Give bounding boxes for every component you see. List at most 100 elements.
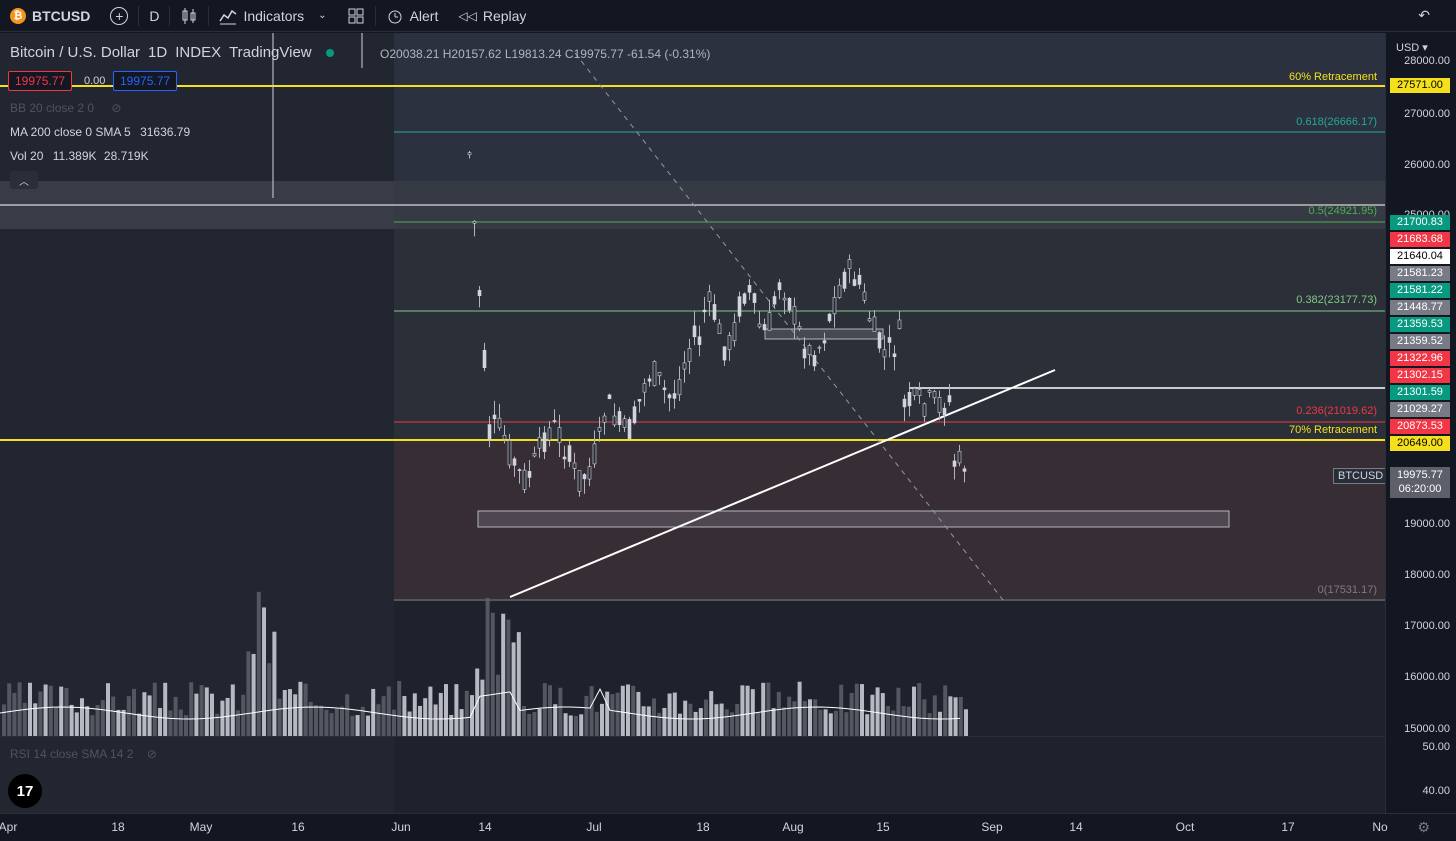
settings-gear-icon[interactable]: ⚙ (1417, 819, 1430, 835)
volume-bar (449, 714, 454, 736)
fib-level-label: 0.236(21019.62) (1296, 405, 1377, 417)
rsi-indicator-label[interactable]: RSI 14 close SMA 14 2 ⊘ (10, 747, 157, 761)
volume-bar (329, 713, 334, 736)
undo-button[interactable]: ↶ (1408, 0, 1440, 32)
alert-button[interactable]: Alert (376, 0, 449, 32)
replay-button[interactable]: ◁◁ Replay (448, 0, 536, 32)
price-level-tag: 20873.53 (1390, 419, 1450, 434)
candle-body (857, 274, 862, 285)
volume-bar (459, 709, 464, 736)
eye-off-icon[interactable]: ⊘ (146, 747, 157, 761)
candle-body (577, 470, 582, 492)
interval-button[interactable]: D (139, 0, 169, 32)
layouts-button[interactable] (337, 0, 375, 32)
candle-body (617, 411, 622, 426)
plus-circle-icon: + (110, 6, 129, 25)
volume-bar (776, 691, 781, 736)
bb-indicator-label[interactable]: BB 20 close 2 0 ⊘ (10, 101, 121, 115)
volume-bar (314, 705, 318, 736)
candle-body (697, 336, 702, 345)
ma-label: MA 200 close 0 SMA 5 (10, 125, 131, 139)
currency-selector[interactable]: USD ▾ (1396, 41, 1428, 54)
volume-bar (256, 591, 261, 736)
time-tick-label: Apr (0, 820, 18, 834)
candle-body (912, 388, 917, 396)
candle-body (787, 297, 792, 311)
volume-bar (964, 709, 968, 736)
time-axis[interactable]: Apr 18 May 16 Jun 14 Jul 18 Aug 15 Sep 14 Oct 17 No ⚙ (0, 813, 1456, 841)
candle-body (757, 323, 762, 328)
volume-bar (319, 705, 324, 736)
volume-bar (698, 708, 703, 736)
sell-price-box[interactable]: 19975.77 (8, 71, 73, 91)
bb-label: BB 20 close 2 0 (10, 101, 95, 115)
candle-body (812, 355, 817, 367)
vol-indicator-label[interactable]: Vol 20 11.389K 28.719K (10, 149, 149, 163)
legend-title: Bitcoin / U.S. Dollar (10, 44, 141, 61)
indicators-icon (219, 9, 237, 24)
open-label: O (380, 47, 390, 61)
volume-bar (766, 682, 771, 736)
volume-bar (917, 683, 922, 736)
candle-body (657, 371, 662, 377)
volume-bar (121, 709, 126, 736)
alert-label: Alert (409, 7, 439, 24)
volume-bar (719, 703, 724, 736)
volume-bar (340, 706, 344, 736)
time-tick-label: 18 (111, 820, 125, 834)
chart-type-button[interactable] (170, 0, 208, 32)
volume-bar (173, 696, 178, 736)
price-level-tag: 21029.27 (1390, 402, 1450, 417)
symbol-search-button[interactable]: ₿ BTCUSD (0, 0, 100, 32)
candle-body (632, 406, 637, 424)
price-level-tag: 21301.59 (1390, 385, 1450, 400)
volume-bar (33, 703, 38, 736)
candle-body (942, 407, 947, 416)
candle-body (937, 397, 942, 413)
price-axis[interactable]: USD ▾ 28000.0027000.0026000.0025000.0019… (1385, 33, 1456, 813)
collapse-legend-button[interactable]: ︿ (10, 171, 38, 189)
candle-body (947, 395, 952, 403)
candle-body (747, 285, 752, 293)
buy-price-box[interactable]: 19975.77 (113, 71, 178, 91)
volume-bar (828, 713, 833, 736)
legend-source: TradingView (229, 44, 312, 61)
candle-body (587, 466, 592, 480)
candle-body (552, 420, 557, 422)
candle-body (497, 417, 502, 429)
candle-body (827, 313, 832, 322)
chart-canvas[interactable] (0, 33, 1385, 813)
volume-bar (756, 712, 760, 736)
volume-bar (433, 704, 438, 736)
candle-body (807, 345, 812, 355)
ma-indicator-label[interactable]: MA 200 close 0 SMA 5 31636.79 (10, 125, 190, 139)
volume-bar (2, 704, 6, 736)
price-level-tag: 21359.53 (1390, 317, 1450, 332)
volume-bar (438, 692, 443, 736)
symbol-label: BTCUSD (32, 7, 91, 24)
time-tick-label: Sep (981, 820, 1003, 834)
candle-body (722, 346, 727, 361)
candle-body (597, 427, 602, 432)
compare-button[interactable]: + (100, 0, 138, 32)
volume-bar (574, 715, 578, 736)
candle-body (727, 335, 732, 351)
eye-off-icon[interactable]: ⊘ (111, 101, 122, 115)
indicators-button[interactable]: Indicators ⌄ (209, 0, 336, 32)
volume-bar (412, 693, 417, 736)
candle-body (777, 282, 782, 291)
candle-body (592, 443, 597, 465)
tradingview-logo-icon[interactable]: 17 (8, 774, 42, 808)
open-value: 20038.21 (389, 47, 440, 61)
candle-body (572, 462, 577, 469)
volume-bar (147, 695, 152, 736)
top-toolbar: ₿ BTCUSD + D Indicators ⌄ Alert ◁◁ Repla… (0, 0, 1456, 32)
volume-bar (563, 713, 568, 736)
volume-bar (111, 696, 116, 736)
bar-countdown: 06:20:00 (1398, 483, 1442, 495)
chart-pane[interactable]: Bitcoin / U.S. Dollar 1D INDEX TradingVi… (0, 33, 1385, 813)
volume-bar (189, 682, 194, 736)
price-tick-label: 26000.00 (1404, 159, 1450, 171)
volume-bar (844, 712, 849, 736)
candle-body (682, 362, 687, 370)
